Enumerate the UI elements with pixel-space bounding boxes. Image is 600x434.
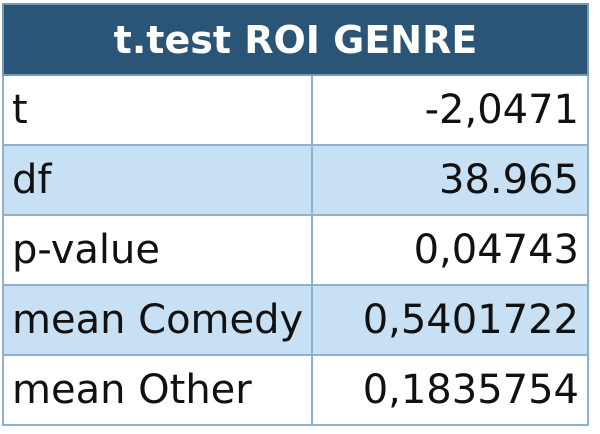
table-row-p-value: p-value 0,04743	[1, 214, 589, 286]
table-row-mean-other: mean Other 0,1835754	[1, 354, 589, 426]
row-label-t[interactable]: t	[1, 74, 314, 146]
table-title[interactable]: t.test ROI GENRE	[2, 3, 589, 76]
row-value-t[interactable]: -2,0471	[311, 74, 589, 146]
row-label-mean-comedy[interactable]: mean Comedy	[1, 284, 314, 356]
row-value-mean-comedy[interactable]: 0,5401722	[311, 284, 589, 356]
row-value-p-value[interactable]: 0,04743	[311, 214, 589, 286]
row-label-df[interactable]: df	[1, 144, 314, 216]
t-test-results-table: t.test ROI GENRE t -2,0471 df 38.965 p-v…	[1, 3, 589, 426]
table-row-df: df 38.965	[1, 144, 589, 216]
row-label-p-value[interactable]: p-value	[1, 214, 314, 286]
table-header-row: t.test ROI GENRE	[2, 3, 589, 76]
row-label-mean-other[interactable]: mean Other	[1, 354, 314, 426]
row-value-mean-other[interactable]: 0,1835754	[311, 354, 589, 426]
table-row-mean-comedy: mean Comedy 0,5401722	[1, 284, 589, 356]
table-row-t: t -2,0471	[1, 74, 589, 146]
row-value-df[interactable]: 38.965	[311, 144, 589, 216]
